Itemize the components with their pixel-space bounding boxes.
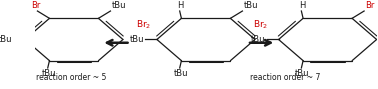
Text: tBu: tBu <box>295 69 310 78</box>
Text: H: H <box>177 1 184 10</box>
Text: tBu: tBu <box>112 1 126 10</box>
Text: Br: Br <box>31 1 40 10</box>
Text: reaction order ~ 7: reaction order ~ 7 <box>251 73 321 82</box>
Text: Br$_2$: Br$_2$ <box>253 19 269 31</box>
Text: tBu: tBu <box>251 35 266 44</box>
Text: Br$_2$: Br$_2$ <box>136 19 151 31</box>
Text: tBu: tBu <box>243 1 258 10</box>
Text: H: H <box>299 1 305 10</box>
Text: tBu: tBu <box>0 35 12 44</box>
Text: tBu: tBu <box>42 69 56 78</box>
Text: Br: Br <box>365 1 375 10</box>
Text: reaction order ~ 5: reaction order ~ 5 <box>36 73 107 82</box>
Text: tBu: tBu <box>174 69 188 78</box>
Text: tBu: tBu <box>129 35 144 44</box>
